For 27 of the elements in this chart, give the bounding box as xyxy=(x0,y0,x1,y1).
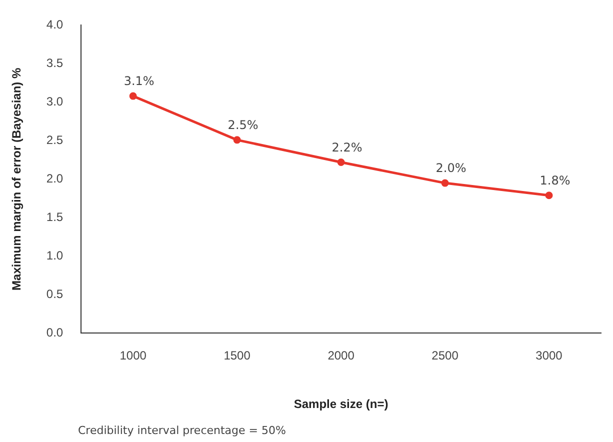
x-tick-label: 1500 xyxy=(224,348,251,363)
y-axis-title: Maximum margin of error (Bayesian) % xyxy=(10,68,24,291)
point xyxy=(233,136,241,144)
x-tick-label: 1000 xyxy=(120,348,147,363)
y-tick-label: 0.0 xyxy=(46,326,64,340)
y-tick-label: 2.5 xyxy=(46,133,64,148)
y-tick-label: 0.5 xyxy=(46,287,64,302)
point xyxy=(545,192,553,200)
x-tick-label: 3000 xyxy=(536,348,563,363)
y-tick-label: 3.0 xyxy=(46,94,64,109)
x-tick-label: 2500 xyxy=(432,348,459,363)
data-label: 2.2% xyxy=(332,140,362,154)
x-tick-label: 2000 xyxy=(328,348,355,363)
x-axis-title: Sample size (n=) xyxy=(294,397,388,412)
point xyxy=(441,179,449,187)
y-tick-label: 1.5 xyxy=(46,210,64,224)
data-label: 1.8% xyxy=(540,173,570,188)
data-label: 2.0% xyxy=(436,161,466,176)
y-tick-label: 3.5 xyxy=(46,56,64,70)
data-label: 2.5% xyxy=(228,118,258,132)
point xyxy=(337,158,345,166)
point xyxy=(129,92,137,100)
y-tick-label: 4.0 xyxy=(46,18,64,32)
text: Credibility interval precentage = 50% xyxy=(78,424,286,437)
y-tick-label: 1.0 xyxy=(46,248,64,263)
y-tick-label: 2.0 xyxy=(46,172,64,186)
data-label: 3.1% xyxy=(124,74,154,88)
